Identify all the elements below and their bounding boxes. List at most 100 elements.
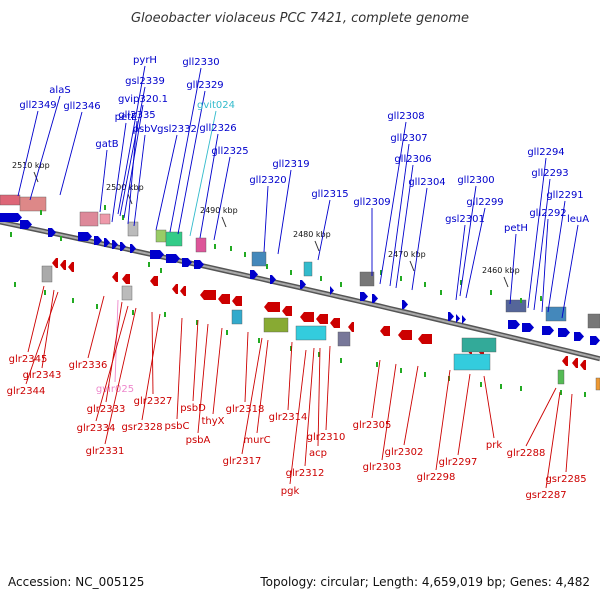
gene-label: glr2333 [87,404,126,415]
gene-label: psbD [180,403,206,414]
label-leader-line [533,178,551,311]
bottom-gene-label: glr2302 [385,365,424,458]
forward-gene-arrow [150,250,164,259]
tick-label: 2490 kbp [200,206,238,215]
bottom-gene-label: glr2312 [286,347,324,479]
misc-feature-marker [230,246,232,251]
misc-feature-marker [340,358,342,363]
reverse-gene-arrow [180,286,186,296]
bottom-gene-label: glr2344 [7,291,59,397]
reverse-gene-arrow [316,314,328,324]
misc-feature-marker [72,298,74,303]
gene-label: glr2336 [69,360,108,371]
forward-gene-arrow [94,236,102,245]
gene-label: gll2308 [387,111,424,122]
label-leader-line [192,319,199,402]
gene-label: gll2294 [527,147,564,158]
bottom-gene-label: psbC [165,317,189,432]
bottom-gene-label: glr2317 [223,337,263,467]
misc-feature-marker [40,210,42,215]
label-leader-line [565,393,573,473]
forward-gene-arrow [130,244,136,253]
misc-feature-marker [290,270,292,275]
label-leader-line [435,369,451,471]
top-gene-label: gll2292 [529,208,567,313]
feature-box [263,317,289,333]
gene-label: gll2325 [211,146,248,157]
gene-label: gll2307 [390,133,427,144]
forward-gene-arrow [48,228,56,237]
gene-label: murC [243,435,270,446]
misc-feature-marker [226,330,228,335]
feature-box [79,211,99,227]
gene-label: gsr2287 [525,490,566,501]
tick-mark [314,240,320,252]
gene-label: gll2309 [353,197,390,208]
genome-title: Gloeobacter violaceus PCC 7421, complete… [131,11,469,26]
misc-feature-marker [160,268,162,273]
misc-feature-marker [440,290,442,295]
label-leader-line [263,185,269,253]
misc-feature-marker [424,372,426,377]
gene-label: glr2331 [86,446,125,457]
bottom-gene-label: glr2331 [86,307,137,457]
gene-label: glr2288 [507,448,546,459]
reverse-gene-arrow [122,274,130,284]
forward-gene-arrow [508,320,520,329]
top-gene-label: gll2315 [311,189,349,261]
forward-gene-arrow [360,292,368,301]
label-leader-line [244,331,249,403]
misc-feature-marker [460,280,462,285]
gene-label: pgk [281,486,300,497]
misc-feature-marker [96,304,98,309]
gene-label: glr2343 [23,370,62,381]
label-leader-line [133,134,146,227]
feature-box [127,221,139,237]
gene-label: gsl2339 [125,76,165,87]
label-leader-line [379,121,407,285]
feature-box [99,213,111,225]
gene-label: gll2306 [394,154,431,165]
reverse-gene-arrow [60,260,66,270]
misc-feature-marker [400,368,402,373]
label-leader-line [99,149,108,213]
reverse-gene-arrow [348,322,354,332]
gene-label: glr2305 [353,420,392,431]
misc-feature-marker [424,282,426,287]
feature-box [461,337,497,353]
top-gene-label: gll2300 [457,175,495,297]
coordinate-ticks: 2510 kbp 2500 kbp 2490 kbp 2480 kbp 2470 kbp… [12,161,520,288]
reverse-gene-arrow [112,272,118,282]
forward-gene-labels: gll2349 alaS gll2346 pyrH gsl2339 gvip320.1 pe… [17,55,589,319]
top-gene-label: gll2320 [249,175,287,253]
label-leader-line [527,157,547,309]
label-leader-line [127,120,138,225]
label-leader-line [25,291,59,385]
gene-label: gll2346 [63,101,100,112]
feature-box [359,271,375,287]
forward-gene-arrow [250,270,258,279]
top-gene-label: gll2304 [408,177,446,291]
tick-label: 2480 kbp [293,230,331,239]
gene-label: psbV [133,124,158,135]
bottom-gene-label: glr2310 [307,345,345,443]
top-gene-label: gll2349 [17,100,57,197]
gene-label: gll2300 [457,175,494,186]
misc-feature-marker [376,362,378,367]
misc-feature-marker [560,390,562,395]
gene-label: gll2293 [531,168,568,179]
top-gene-label: gvit024 [189,100,235,237]
misc-feature-marker [122,215,124,220]
feature-box [595,377,600,391]
gene-label: glr2302 [385,447,424,458]
label-leader-line [169,67,202,233]
label-leader-line [287,341,293,411]
bottom-gene-label: glr2288 [507,387,557,459]
misc-feature-marker [10,232,12,237]
top-gene-label: gll2299 [465,197,504,299]
tick-mark [33,171,39,183]
bottom-gene-label: glr2345 [9,285,47,365]
gene-label: gll2326 [199,123,236,134]
misc-feature-marker [60,236,62,241]
gene-label: gsr2285 [545,474,586,485]
